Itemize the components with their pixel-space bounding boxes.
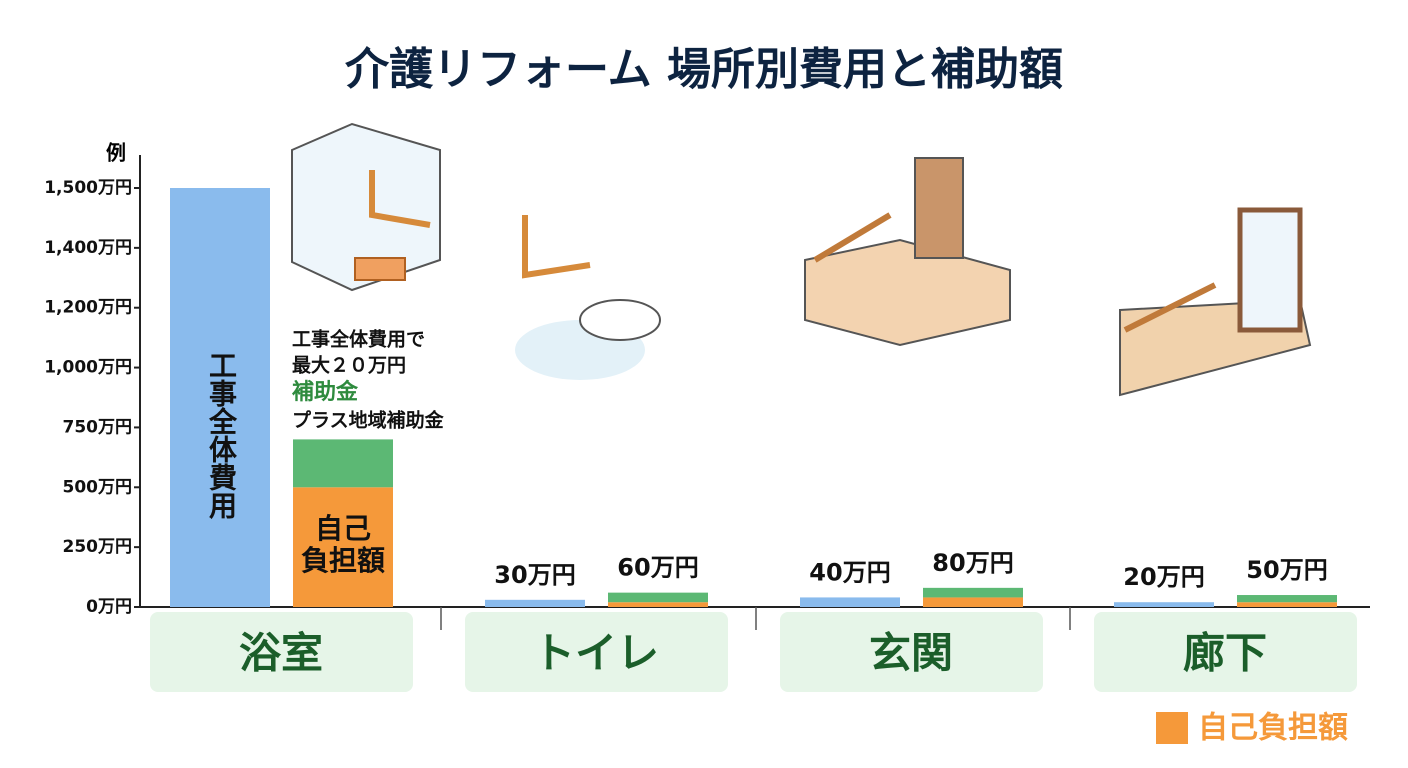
bar (485, 599, 585, 607)
bar-segment (293, 439, 393, 488)
x-tick-label: 浴室 (239, 629, 323, 678)
bar-segment (1237, 602, 1337, 607)
bar-segment (923, 597, 1023, 607)
bar-text: 自己 (315, 512, 371, 545)
category-box (150, 612, 413, 692)
bar-segment (1237, 595, 1337, 603)
category-box (1094, 612, 1357, 692)
stack-total-label: 60万円 (617, 554, 698, 582)
x-tick-label: 廊下 (1183, 629, 1267, 678)
y-tick-label: 750万円 (63, 417, 133, 437)
bar (170, 188, 270, 607)
y-tick-label: 1,500万円 (44, 178, 132, 198)
y-axis-label: 例 (106, 141, 126, 165)
annotation-highlight: 補助金 (291, 379, 359, 405)
stack-total-label: 80万円 (932, 549, 1013, 577)
legend-label: 自己負担額 (1198, 711, 1348, 746)
value-label: 20万円 (1123, 563, 1204, 591)
bar (1114, 602, 1214, 607)
y-tick-label: 1,400万円 (44, 238, 132, 258)
bar-segment (608, 602, 708, 607)
value-label: 30万円 (494, 561, 575, 589)
chart-title: 介護リフォーム 場所別費用と補助額 (345, 44, 1063, 95)
bar (800, 597, 900, 607)
y-tick-label: 250万円 (63, 537, 133, 557)
illustrations (291, 122, 1312, 397)
bar-segment (608, 592, 708, 603)
bar-segment (293, 487, 393, 607)
bar-segment (923, 587, 1023, 598)
category-box (465, 612, 728, 692)
x-tick-label: 玄関 (869, 629, 953, 678)
x-tick-label: トイレ (533, 629, 659, 678)
legend-swatch (1156, 712, 1188, 744)
bar-name: 工事全体費用 (205, 351, 238, 520)
value-label: 40万円 (809, 558, 890, 586)
annotation: プラス地域補助金 (292, 409, 445, 432)
annotation: 最大２０万円 (292, 354, 406, 377)
y-tick-label: 1,000万円 (44, 358, 132, 378)
annotation: 工事全体費用で (292, 328, 425, 351)
y-tick-label: 0万円 (86, 597, 132, 617)
bar-text: 負担額 (301, 544, 385, 577)
category-box (780, 612, 1043, 692)
stack-total-label: 50万円 (1246, 556, 1327, 584)
y-tick-label: 500万円 (63, 477, 133, 497)
y-tick-label: 1,200万円 (44, 298, 132, 318)
